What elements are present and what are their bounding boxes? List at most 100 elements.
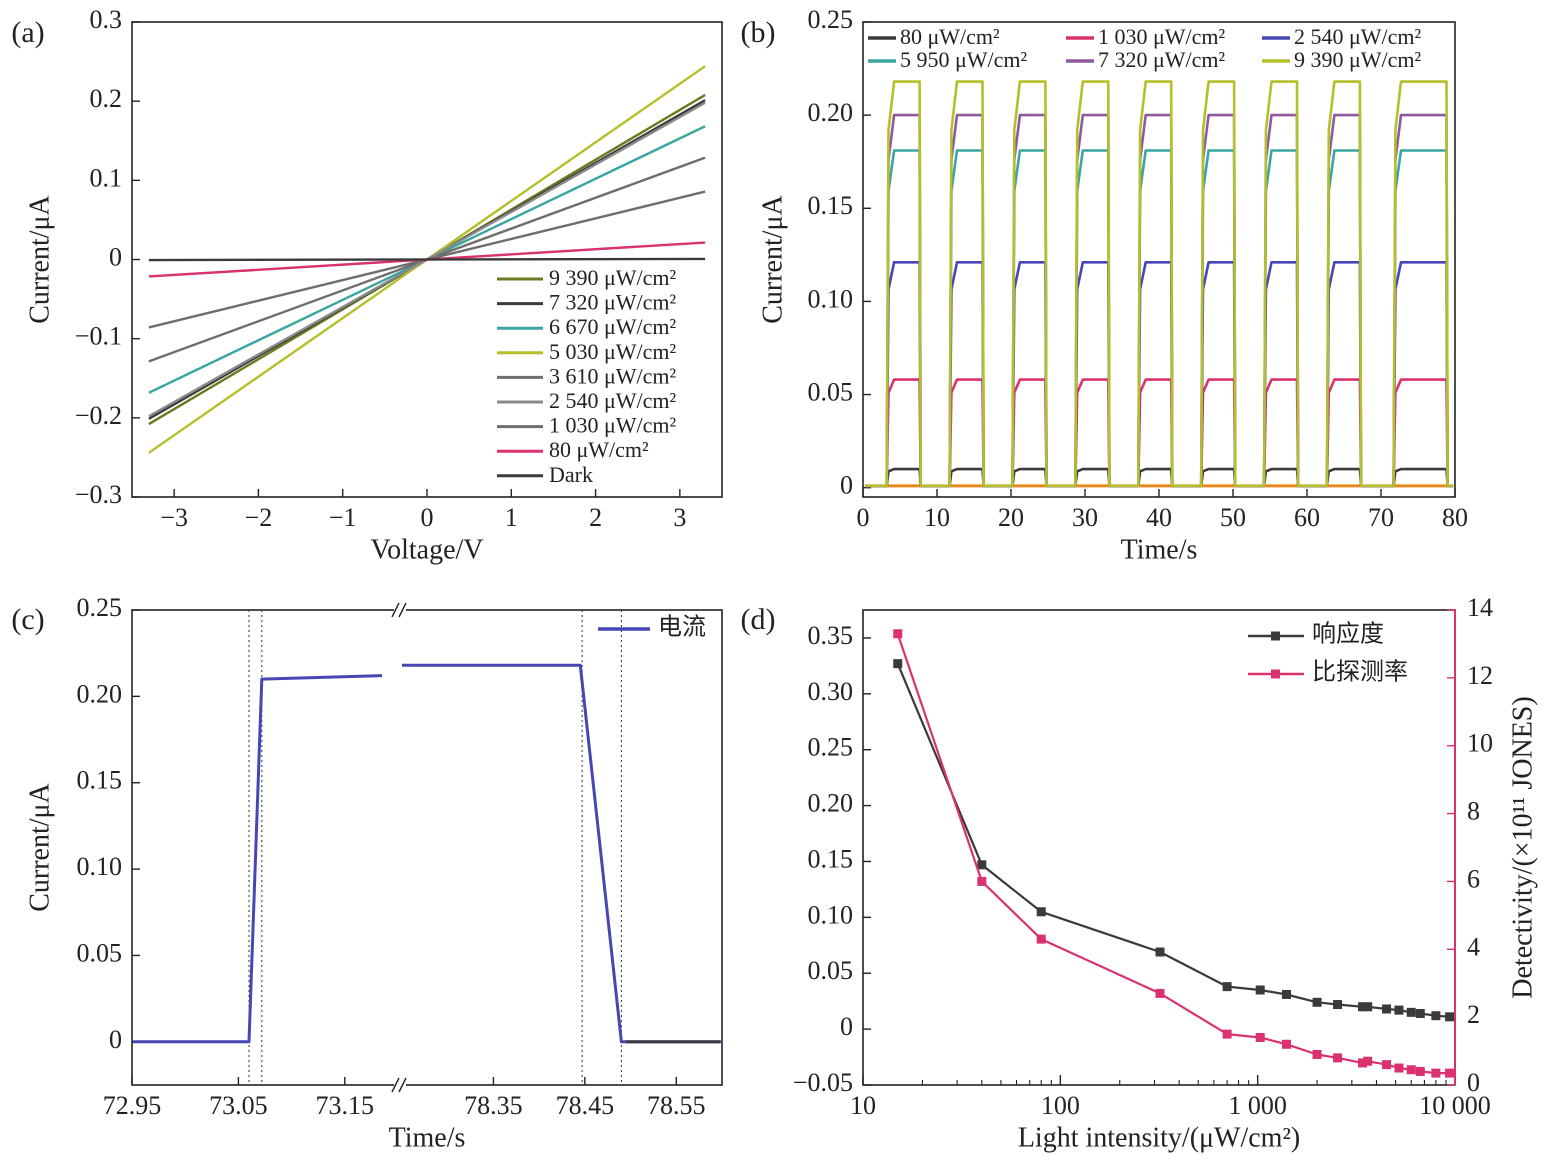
panel-d-ytick-label-left: 0 [840, 1012, 853, 1041]
panel-d-legend-marker [1271, 669, 1280, 679]
panel-d-series-marker [1415, 1066, 1425, 1076]
panel-d-series-marker [1333, 1000, 1343, 1010]
panel-d-label: (d) [741, 603, 776, 636]
panel-d-ytick-label-left: 0.10 [808, 900, 854, 929]
panel-d-ytick-label-right: 4 [1467, 932, 1480, 961]
panel-c-ytick-label: 0.05 [77, 938, 123, 967]
panel-a-legend-entry: 9 390 μW/cm² [549, 265, 677, 290]
panel-d-ytick-label-left: 0.25 [808, 733, 854, 762]
panel-d-legend-entry: 响应度 [1312, 621, 1384, 648]
panel-d-legend-marker [1271, 631, 1280, 641]
panel-b-series-line [865, 378, 1454, 488]
panel-b-xtick-label: 50 [1220, 503, 1246, 532]
panel-c-xtick-label: 78.45 [556, 1091, 615, 1120]
panel-d-series-marker [893, 659, 903, 669]
panel-d-series-marker [1363, 1056, 1373, 1066]
panel-d-ytick-label-right: 6 [1467, 864, 1480, 893]
panel-d-series-marker [1222, 982, 1232, 992]
panel-a-series-line [148, 257, 706, 262]
panel-d-series-marker [1358, 1002, 1368, 1012]
panel-a-legend-entry: 7 320 μW/cm² [549, 290, 677, 315]
panel-a-legend-entry: 2 540 μW/cm² [549, 388, 677, 413]
panel-c-series-line [133, 674, 383, 1044]
panel-b-ytick-label: 0.15 [808, 191, 854, 220]
panel-c-legend-entry: 电流 [658, 614, 706, 641]
panel-b-ylabel: Current/μA [757, 194, 788, 323]
panel-c-xtick-label: 73.15 [316, 1091, 375, 1120]
panel-c-break-mark [391, 1077, 400, 1093]
panel-a-xtick-label: 1 [505, 503, 518, 532]
panel-c-xtick-label: 78.55 [647, 1091, 706, 1120]
panel-d-series-marker [1445, 1012, 1455, 1022]
panel-a-ytick-label: −0.3 [75, 480, 122, 509]
panel-d-ytick-label-right: 10 [1467, 729, 1493, 758]
panel-d-ytick-label-left: 0.15 [808, 844, 854, 873]
panel-a-ytick-label: 0.3 [90, 5, 123, 34]
panel-a-xtick-label: 3 [673, 503, 686, 532]
panel-d-series-marker [1312, 997, 1322, 1007]
panel-a-legend-entry: 80 μW/cm² [549, 437, 649, 462]
panel-c-xtick-label: 72.95 [103, 1091, 162, 1120]
panel-c-break-mark [398, 602, 407, 618]
panel-d-series-marker [1406, 1007, 1416, 1017]
panel-b-xtick-label: 60 [1294, 503, 1320, 532]
panel-a-xtick-label: −1 [329, 503, 357, 532]
panel-b-series-line [865, 149, 1454, 488]
panel-a-xtick-label: 0 [421, 503, 434, 532]
panel-d-series-marker [1382, 1004, 1392, 1014]
panel-c-ytick-label: 0 [109, 1025, 122, 1054]
panel-b-xtick-label: 40 [1146, 503, 1172, 532]
panel-a-legend-entry: Dark [549, 462, 593, 487]
panel-d-series-marker [1363, 1002, 1373, 1012]
panel-d-ytick-label-right: 12 [1467, 661, 1493, 690]
panel-a-ytick-label: 0.1 [90, 163, 123, 192]
panel-d-xtick-label: 10 [850, 1091, 876, 1120]
panel-d-series-marker [1282, 1039, 1292, 1049]
panel-d-ylabel-right: Detectivity/(×10¹¹ JONES) [1507, 696, 1538, 998]
panel-d-series-marker [1155, 947, 1165, 957]
panel-a-ytick-label: −0.2 [75, 401, 122, 430]
panel-b-legend-entry: 2 540 μW/cm² [1294, 24, 1422, 49]
panel-d-ytick-label-right: 14 [1467, 593, 1493, 622]
panel-b-ytick-label: 0.10 [808, 284, 854, 313]
panel-a-legend-entry: 5 030 μW/cm² [549, 339, 677, 364]
panel-d-series-marker [1036, 907, 1046, 917]
panel-d-ytick-label-left: 0.30 [808, 677, 854, 706]
panel-d-xtick-label: 1 000 [1228, 1091, 1287, 1120]
panel-c-xtick-label: 73.05 [209, 1091, 268, 1120]
panel-d-series-marker [1282, 989, 1292, 999]
panel-b-label: (b) [741, 16, 776, 49]
panel-b-series-line [865, 80, 1454, 488]
panel-b-xtick-label: 30 [1072, 503, 1098, 532]
panel-a-xlabel: Voltage/V [370, 534, 483, 565]
panel-d-series-marker [1255, 1033, 1265, 1042]
panel-b-xtick-label: 20 [998, 503, 1024, 532]
panel-d-series-marker [977, 860, 987, 870]
panel-c-label: (c) [11, 603, 44, 636]
panel-c-break-mark [391, 602, 400, 618]
panel-d-series-marker [1382, 1060, 1392, 1070]
panel-b-xtick-label: 80 [1442, 503, 1468, 532]
panel-d-series-line [896, 663, 1450, 1018]
panel-d-ytick-label-right: 0 [1467, 1068, 1480, 1097]
panel-d-series-marker [1445, 1068, 1455, 1078]
panel-b-ytick-label: 0 [840, 471, 853, 500]
panel-d-series-marker [1312, 1049, 1322, 1059]
panel-b-ytick-label: 0.05 [808, 378, 854, 407]
panel-c-ytick-label: 0.15 [77, 766, 123, 795]
panel-c-ytick-label: 0.20 [77, 679, 123, 708]
panel-a-ytick-label: −0.1 [75, 322, 122, 351]
panel-d-ytick-label-left: 0.05 [808, 956, 854, 985]
panel-d-series-marker [1415, 1008, 1425, 1018]
panel-c-ylabel: Current/μA [24, 782, 55, 911]
panel-d-ytick-label-left: −0.05 [793, 1068, 853, 1097]
panel-b-xtick-label: 0 [857, 503, 870, 532]
panel-d-series-marker [1333, 1053, 1343, 1063]
panel-a-legend-entry: 1 030 μW/cm² [549, 413, 677, 438]
panel-a-xtick-label: −3 [160, 503, 188, 532]
panel-d-ytick-label-right: 8 [1467, 797, 1480, 826]
panel-d-series-marker [1406, 1065, 1416, 1075]
panel-d-series-marker [1155, 988, 1165, 998]
panel-a-ytick-label: 0.2 [90, 84, 123, 113]
